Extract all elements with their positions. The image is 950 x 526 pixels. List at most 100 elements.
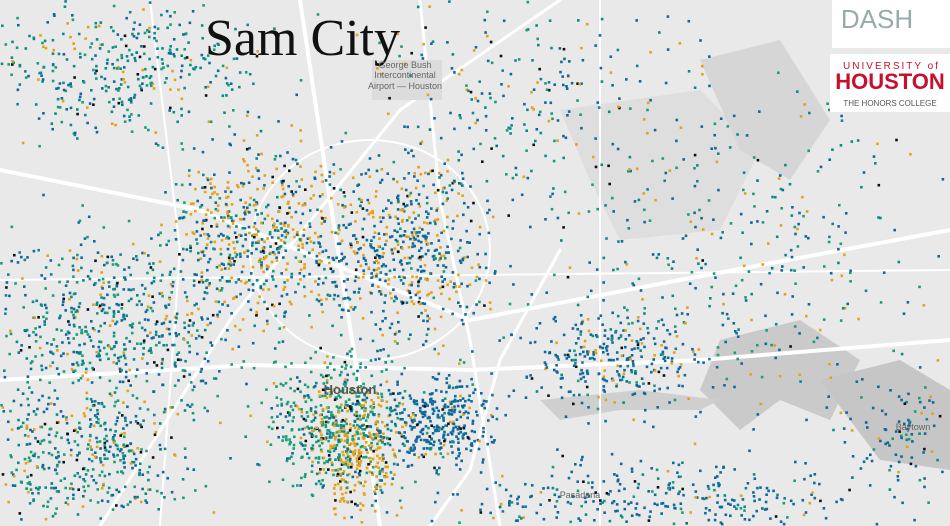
dot [207, 234, 211, 238]
dot [224, 76, 228, 80]
dot [536, 37, 539, 41]
dot [375, 268, 379, 272]
dot [922, 451, 925, 454]
dot [232, 57, 236, 61]
dot [226, 195, 230, 199]
dot [409, 416, 412, 419]
dot [893, 228, 896, 232]
dot [572, 393, 576, 397]
dot [318, 195, 322, 198]
dot [145, 501, 149, 504]
dot [324, 471, 328, 475]
dot [336, 430, 339, 434]
dot [838, 203, 841, 207]
dot [260, 221, 263, 225]
dot [483, 406, 486, 410]
dot [733, 499, 736, 502]
dot [413, 402, 417, 405]
dot [443, 162, 446, 165]
dot [417, 280, 420, 284]
dot [398, 54, 401, 58]
dot [611, 311, 614, 315]
dot [72, 337, 75, 340]
dot [343, 195, 347, 198]
dot [484, 279, 488, 282]
dot [171, 69, 174, 73]
dot [243, 251, 246, 254]
dot [89, 408, 92, 412]
dot [47, 433, 51, 437]
dot [404, 148, 407, 151]
dot [258, 295, 261, 298]
dot [199, 205, 202, 209]
dot [234, 27, 237, 31]
dot [624, 329, 627, 332]
dot [231, 347, 234, 351]
dot [308, 251, 311, 255]
dot [118, 449, 122, 453]
dot [452, 219, 455, 223]
dot [545, 88, 549, 91]
dot [414, 293, 418, 297]
dot [604, 419, 607, 423]
dot [442, 270, 446, 273]
dot [204, 86, 207, 89]
dot [255, 279, 259, 282]
dot [435, 378, 439, 381]
dot [476, 252, 479, 256]
dot [189, 381, 193, 384]
dot [160, 491, 163, 495]
dot [774, 356, 777, 360]
dot [241, 244, 245, 248]
dot [382, 436, 386, 439]
dot [128, 10, 132, 14]
dot [490, 61, 494, 65]
dot [501, 510, 505, 513]
dot [95, 415, 98, 419]
dot [256, 463, 259, 466]
dot [471, 419, 475, 423]
dot [322, 388, 325, 392]
dot [664, 81, 668, 85]
dot [151, 82, 155, 86]
dot [50, 343, 53, 346]
dot [94, 21, 98, 25]
dot [122, 401, 125, 404]
dot [379, 429, 382, 433]
dot [174, 321, 177, 324]
dot [112, 436, 115, 439]
dot [827, 240, 831, 244]
dot [739, 494, 743, 497]
dot [72, 370, 75, 373]
dot [692, 350, 695, 353]
dot [675, 139, 678, 143]
dot [791, 206, 794, 209]
dot [25, 328, 29, 332]
dot [327, 256, 330, 259]
dot [719, 471, 722, 474]
dot [581, 371, 585, 375]
dot [889, 464, 893, 468]
dot [318, 394, 322, 397]
dot [320, 413, 323, 416]
dot [565, 357, 569, 360]
dot [304, 361, 307, 365]
dot [340, 463, 344, 466]
dot [219, 252, 223, 256]
dot [547, 394, 550, 397]
dot [122, 457, 125, 461]
dot [173, 363, 177, 366]
dot [716, 353, 720, 357]
dot [340, 409, 344, 412]
dot [168, 320, 172, 324]
dot [303, 447, 306, 451]
dot [403, 431, 406, 434]
dot [202, 173, 205, 177]
dot [435, 406, 439, 410]
dot [138, 84, 142, 88]
dot [451, 227, 454, 230]
dot [395, 412, 398, 416]
dot [74, 428, 78, 431]
dot [413, 426, 416, 429]
dot [145, 379, 149, 383]
